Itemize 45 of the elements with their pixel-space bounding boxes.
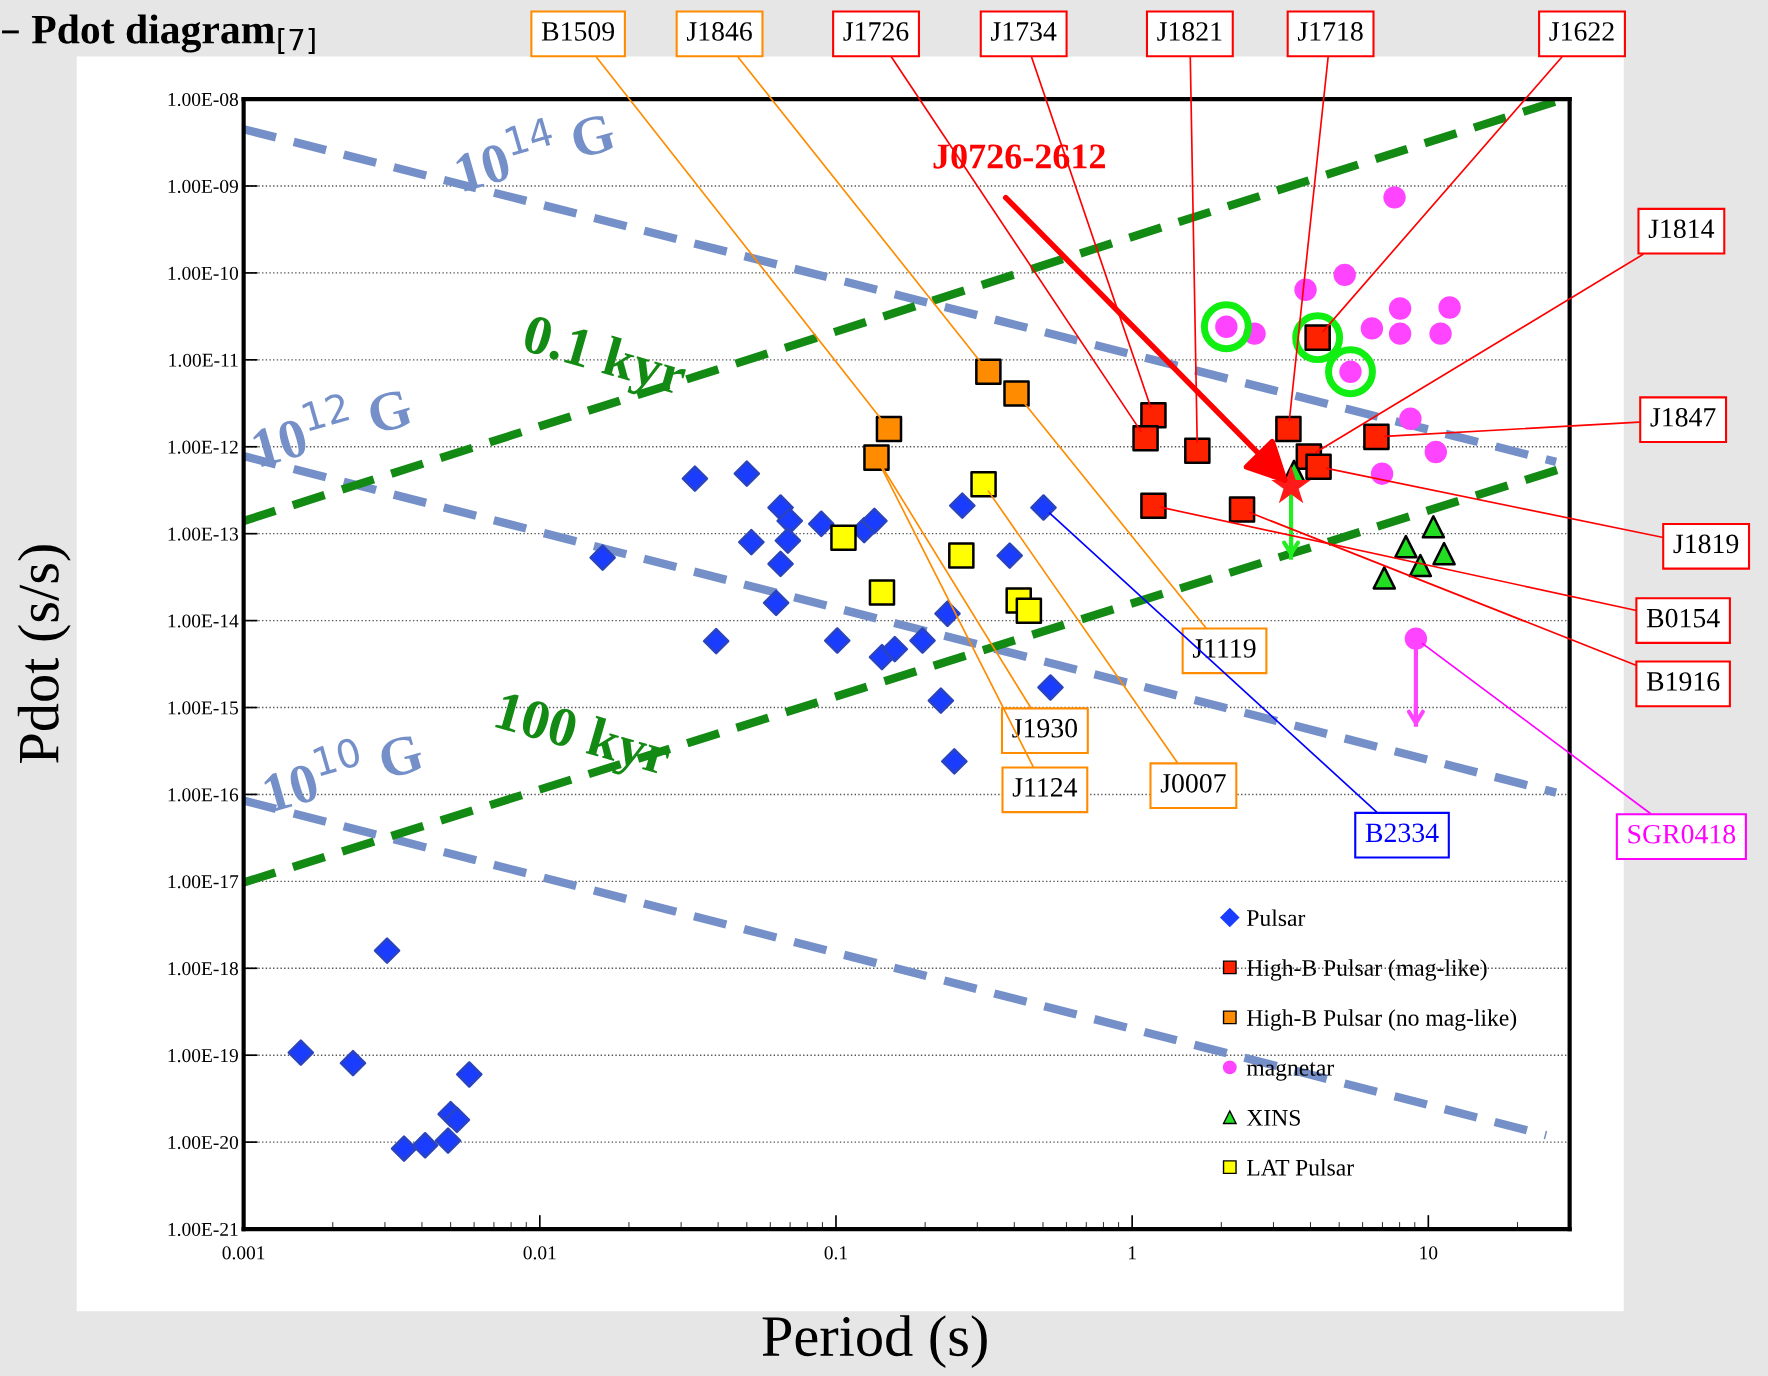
annotation: J0007 xyxy=(1160,773,1226,793)
annotation: J1821 xyxy=(1157,22,1222,41)
y-tick-label: 1.00E-12 xyxy=(168,440,238,454)
annotation: SGR0418 xyxy=(1628,824,1736,844)
y-axis-title: Pdot (s/s) xyxy=(17,545,71,763)
y-tick-label: 1.00E-14 xyxy=(168,614,239,628)
legend-label: High-B Pulsar (mag-like) xyxy=(1246,959,1487,981)
x-tick-label: 10 xyxy=(1420,1246,1438,1260)
annotation: 10$^{10}$ G xyxy=(258,720,426,813)
annotation: B1916 xyxy=(1646,672,1720,691)
y-tick-label: 1.00E-18 xyxy=(168,962,239,976)
legend-label: Pulsar xyxy=(1246,909,1306,927)
x-tick-label: 0.01 xyxy=(523,1246,556,1260)
y-tick-label: 1.00E-15 xyxy=(168,701,239,715)
y-tick-label: 1.00E-16 xyxy=(168,788,239,802)
legend-label: magnetar xyxy=(1246,1062,1334,1081)
y-tick-label: 1.00E-17 xyxy=(168,875,239,889)
x-tick-label: 0.1 xyxy=(824,1246,847,1260)
y-tick-label: 1.00E-08 xyxy=(168,92,239,107)
y-tick-label: 1.00E-13 xyxy=(168,527,239,541)
legend-label: LAT Pulsar xyxy=(1246,1159,1354,1176)
y-tick-label: 1.00E-19 xyxy=(168,1049,238,1063)
annotation: J1814 xyxy=(1648,219,1715,239)
x-tick-label: 1 xyxy=(1129,1246,1136,1260)
x-axis-title: Period (s) xyxy=(762,1315,987,1369)
annotation: J1819 xyxy=(1673,534,1739,554)
y-tick-label: 1.00E-10 xyxy=(168,266,239,280)
annotation: J1726 xyxy=(843,22,909,41)
chart-title: – Pdot diagram$_{[7]}$ xyxy=(2,14,315,54)
annotation: B2334 xyxy=(1365,823,1439,843)
y-tick-label: 1.00E-09 xyxy=(168,179,238,194)
annotation: B0154 xyxy=(1646,608,1720,628)
annotation: J1734 xyxy=(991,22,1057,41)
legend-label: XINS xyxy=(1246,1109,1300,1126)
annotation: B1509 xyxy=(541,22,615,41)
annotation: J1847 xyxy=(1650,407,1716,427)
annotation: J1846 xyxy=(686,22,752,41)
y-tick-label: 1.00E-21 xyxy=(168,1222,238,1237)
legend-label: High-B Pulsar (no mag-like) xyxy=(1246,1009,1517,1031)
annotation: J1124 xyxy=(1012,778,1078,797)
annotation: J1718 xyxy=(1297,22,1363,41)
annotation: J1622 xyxy=(1549,22,1614,41)
y-tick-label: 1.00E-20 xyxy=(168,1135,239,1150)
y-tick-label: 1.00E-11 xyxy=(169,353,238,367)
x-tick-label: 0.001 xyxy=(222,1246,265,1260)
